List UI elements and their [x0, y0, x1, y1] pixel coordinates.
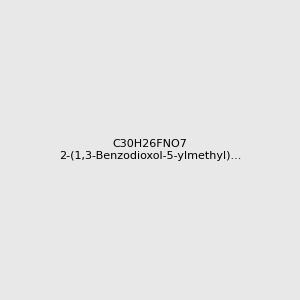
Text: C30H26FNO7
2-(1,3-Benzodioxol-5-ylmethyl)...: C30H26FNO7 2-(1,3-Benzodioxol-5-ylmethyl… — [59, 139, 241, 161]
